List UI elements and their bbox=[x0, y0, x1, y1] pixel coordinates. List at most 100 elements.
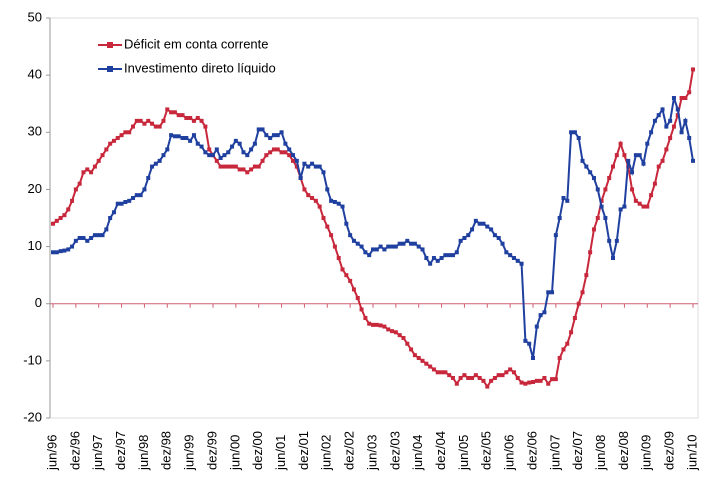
x-tick-label: dez/02 bbox=[342, 431, 357, 470]
y-tick-label: -20 bbox=[23, 409, 42, 424]
point bbox=[340, 204, 345, 209]
point bbox=[252, 164, 257, 169]
point bbox=[595, 216, 600, 220]
point bbox=[675, 107, 680, 112]
point bbox=[542, 376, 547, 380]
point bbox=[241, 167, 246, 172]
point bbox=[405, 341, 410, 346]
point bbox=[359, 307, 364, 312]
point bbox=[298, 176, 303, 180]
point bbox=[115, 136, 120, 140]
point bbox=[199, 118, 204, 123]
point bbox=[268, 150, 273, 155]
point bbox=[679, 96, 684, 100]
point bbox=[134, 193, 139, 198]
legend-label: Déficit em conta corrente bbox=[124, 36, 269, 51]
point bbox=[683, 96, 688, 100]
point bbox=[687, 90, 692, 95]
x-tick-label: jun/04 bbox=[410, 435, 425, 471]
point bbox=[652, 118, 657, 123]
point bbox=[191, 133, 196, 138]
point bbox=[249, 147, 254, 152]
point bbox=[359, 244, 364, 249]
point bbox=[572, 316, 577, 320]
point bbox=[188, 138, 193, 143]
point bbox=[489, 227, 494, 232]
point bbox=[481, 221, 486, 226]
point bbox=[576, 301, 581, 306]
point bbox=[371, 247, 375, 252]
point bbox=[77, 236, 82, 240]
point bbox=[336, 256, 341, 260]
x-tick-label: jun/07 bbox=[547, 435, 562, 471]
point bbox=[431, 367, 436, 372]
point bbox=[458, 376, 463, 380]
point bbox=[500, 373, 505, 378]
point bbox=[588, 250, 593, 255]
point bbox=[100, 153, 105, 158]
point bbox=[679, 130, 684, 135]
point bbox=[371, 322, 375, 327]
point bbox=[683, 118, 688, 123]
point bbox=[195, 141, 200, 146]
point bbox=[271, 147, 276, 152]
x-tick-label: dez/07 bbox=[570, 431, 585, 470]
point bbox=[203, 150, 208, 155]
point bbox=[390, 329, 395, 334]
point bbox=[660, 158, 665, 163]
y-tick-label: 50 bbox=[28, 9, 42, 24]
point bbox=[344, 273, 349, 278]
point bbox=[435, 370, 440, 375]
point bbox=[241, 150, 246, 155]
x-tick-label: dez/04 bbox=[433, 431, 448, 470]
x-tick-label: dez/09 bbox=[662, 431, 677, 470]
point bbox=[58, 249, 63, 254]
point bbox=[111, 210, 116, 215]
point bbox=[504, 250, 509, 255]
point bbox=[96, 233, 101, 238]
point bbox=[576, 136, 581, 140]
point bbox=[542, 310, 547, 315]
point bbox=[439, 256, 444, 260]
point bbox=[233, 164, 238, 169]
point bbox=[77, 181, 82, 186]
point bbox=[546, 381, 551, 386]
point bbox=[264, 153, 269, 158]
point bbox=[527, 341, 532, 346]
point bbox=[660, 107, 665, 112]
point bbox=[268, 136, 273, 140]
point bbox=[123, 200, 128, 204]
point bbox=[180, 136, 185, 140]
point bbox=[397, 241, 402, 246]
point bbox=[519, 380, 524, 385]
point bbox=[504, 370, 509, 375]
point bbox=[115, 201, 120, 206]
point bbox=[306, 193, 311, 198]
point bbox=[165, 147, 170, 152]
point bbox=[473, 373, 478, 378]
point bbox=[340, 267, 345, 272]
point bbox=[218, 156, 223, 160]
point bbox=[614, 153, 619, 158]
point bbox=[348, 278, 353, 283]
point bbox=[626, 158, 631, 163]
point bbox=[630, 187, 635, 192]
point bbox=[492, 233, 497, 238]
point bbox=[355, 296, 360, 300]
x-tick-label: jun/98 bbox=[136, 435, 151, 471]
point bbox=[466, 233, 471, 238]
point bbox=[656, 113, 661, 118]
point bbox=[336, 201, 341, 206]
point bbox=[420, 358, 425, 363]
legend-label: Investimento direto líquido bbox=[124, 60, 276, 75]
point bbox=[191, 118, 196, 123]
point bbox=[485, 384, 490, 389]
point bbox=[466, 376, 471, 380]
point bbox=[329, 233, 334, 238]
point bbox=[150, 164, 155, 169]
point bbox=[553, 233, 558, 238]
point bbox=[310, 161, 315, 166]
point bbox=[454, 381, 459, 386]
point bbox=[199, 144, 204, 149]
point bbox=[611, 164, 615, 169]
